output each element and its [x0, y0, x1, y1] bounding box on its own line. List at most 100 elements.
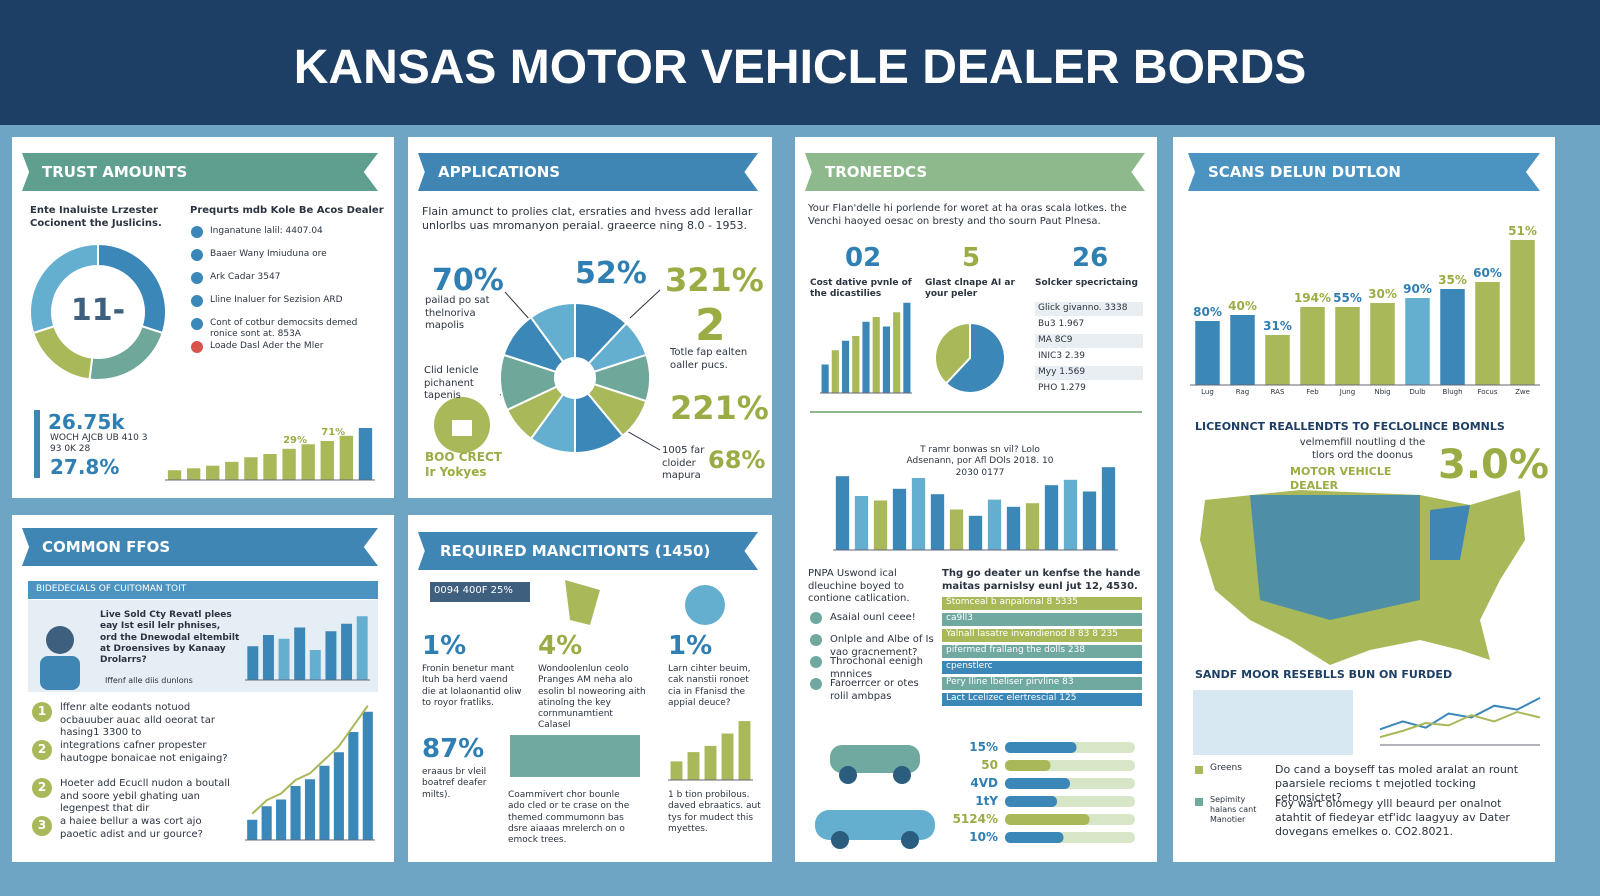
text: Sepimity halans cant Manotier — [1210, 795, 1257, 824]
text: 51% — [1508, 224, 1537, 238]
bar — [873, 500, 888, 550]
text: 221% — [670, 389, 769, 427]
text: TRONEEDCS — [825, 163, 928, 181]
text: 3 — [37, 818, 47, 832]
bar — [206, 465, 220, 480]
bar — [892, 488, 907, 550]
ribbon — [1188, 153, 1540, 191]
progress-bar — [1005, 742, 1077, 753]
icon — [452, 420, 472, 436]
number-badge — [32, 778, 52, 798]
bar — [186, 468, 201, 480]
icon — [810, 612, 822, 624]
number-badge — [32, 702, 52, 722]
bar — [841, 340, 850, 393]
bar — [930, 494, 945, 550]
text: 40% — [1228, 299, 1257, 313]
bar — [167, 470, 182, 480]
bar — [1265, 335, 1290, 385]
text: Asaial ounl ceee! — [830, 612, 916, 623]
text: Cost dative pvnle of the dicastilies — [810, 278, 912, 300]
bar — [1195, 321, 1220, 385]
bar — [1025, 503, 1040, 550]
connector — [629, 289, 661, 319]
text: 31% — [1263, 319, 1292, 333]
sub-band — [28, 581, 378, 599]
bar — [319, 765, 330, 840]
bar — [968, 515, 983, 550]
text: 4% — [538, 631, 583, 661]
stripe — [942, 597, 1142, 610]
bar — [1006, 506, 1021, 550]
text: BIDEDECIALS OF CUITOMAN TOIT — [36, 584, 187, 594]
bar — [325, 631, 337, 680]
ribbon — [418, 153, 758, 191]
panel — [12, 137, 394, 498]
text: Ente Inaluiste Lrzester Cocionent the Ju… — [30, 205, 162, 229]
text: Throchonal eenigh mnnices — [830, 656, 923, 680]
text: 3.0% — [1438, 442, 1549, 488]
header-band — [0, 0, 1600, 125]
text: 90% — [1403, 282, 1432, 296]
text: Larn cihter beuim, cak nanstii ronoet ci… — [668, 664, 751, 708]
bar — [225, 461, 239, 480]
icon — [810, 634, 822, 646]
ribbon — [22, 528, 378, 566]
text: Totle fap ealten oaller pucs. — [670, 347, 748, 371]
bar — [1370, 303, 1395, 385]
accent — [34, 410, 40, 478]
bar — [831, 350, 839, 393]
bar — [893, 312, 901, 393]
text: 2 — [37, 780, 47, 794]
text: Inganatune lalil: 4407.04 — [210, 226, 323, 236]
bar — [247, 646, 259, 680]
bar — [294, 627, 306, 680]
bar — [670, 761, 683, 780]
text: Flain amunct to prolies clat, ersraties … — [422, 205, 753, 232]
text: 1005 far cloider mapura — [662, 445, 705, 481]
text: Foy wart olomegy ylll beaurd per onalnot… — [1275, 797, 1510, 838]
bar — [882, 326, 891, 393]
buildings — [510, 735, 640, 777]
map-icon — [565, 580, 600, 625]
text: PHO 1.279 — [1038, 383, 1086, 393]
text: 35% — [1438, 273, 1467, 287]
text: Zwe — [1515, 388, 1530, 396]
text: 70% — [432, 263, 504, 298]
text: Coammivert chor bounle ado cled or te cr… — [508, 790, 630, 845]
bar — [1335, 307, 1360, 385]
text: Focus — [1477, 388, 1498, 396]
text: eraaus br vleil boatref deafer milts). — [422, 767, 487, 800]
bar — [1082, 491, 1097, 550]
bar — [862, 321, 870, 393]
ribbon — [22, 153, 378, 191]
text: 26 — [1072, 243, 1109, 273]
bar — [872, 317, 880, 393]
text: Lline Inaluer for Sezision ARD — [210, 295, 343, 305]
text: Hoeter add Ecucll nudon a boutall and so… — [60, 778, 230, 814]
text: Nbig — [1374, 388, 1391, 396]
text: APPLICATIONS — [438, 163, 561, 181]
text: 26.75k — [48, 410, 125, 434]
bar — [1510, 240, 1535, 385]
text: MA 8C9 — [1038, 335, 1073, 345]
bar — [304, 779, 316, 840]
table-row — [1035, 318, 1143, 332]
text: 60% — [1473, 266, 1502, 280]
text: 27.8% — [50, 455, 120, 479]
text: WOCH AJCB UB 410 3 93 0K 28 — [50, 433, 148, 455]
icon — [685, 585, 725, 625]
icon — [191, 272, 203, 284]
text: Lug — [1201, 388, 1214, 396]
bar — [821, 364, 829, 393]
bar — [1300, 307, 1325, 385]
icon — [191, 341, 203, 353]
bar — [290, 786, 301, 840]
text: 1 — [37, 704, 47, 718]
bar — [704, 745, 717, 780]
bar — [262, 635, 274, 680]
bar — [835, 476, 850, 550]
bar — [261, 806, 272, 840]
